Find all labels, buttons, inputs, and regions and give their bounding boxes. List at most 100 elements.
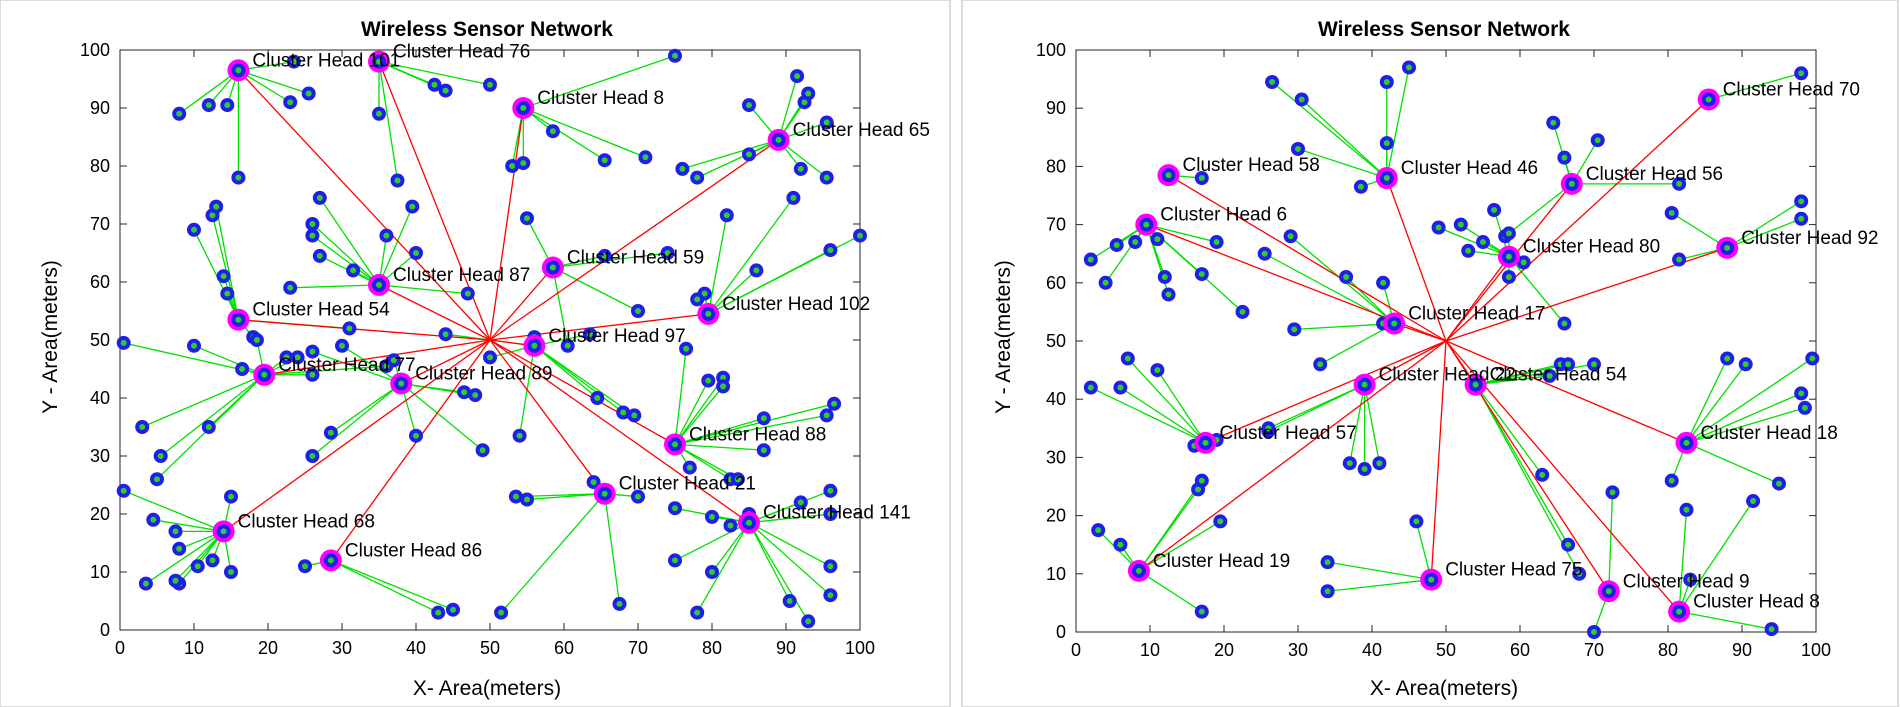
sensor-node-center <box>479 447 486 454</box>
sensor-node-center <box>1683 506 1690 513</box>
sensor-node-center <box>224 290 231 297</box>
sensor-node-center <box>734 476 741 483</box>
x-tick-label: 80 <box>702 638 722 658</box>
sensor-node-center <box>694 609 701 616</box>
sensor-node-center <box>509 163 516 169</box>
member-link <box>674 443 764 451</box>
head-sink-link <box>1168 174 1447 342</box>
sensor-node-center <box>309 348 316 355</box>
head-sink-link <box>1445 340 1687 444</box>
y-axis-label-right: Y - Area(meters) <box>992 260 1015 414</box>
head-sink-link <box>1430 340 1447 580</box>
member-link <box>1686 357 1813 444</box>
head-sink-link <box>489 139 779 341</box>
sensor-node-center <box>1565 361 1572 368</box>
member-link <box>1475 363 1569 386</box>
cluster-head-center <box>601 490 608 497</box>
sensor-node-center <box>1117 384 1124 391</box>
sensor-node-center <box>1491 207 1498 214</box>
y-tick-label: 30 <box>90 446 110 466</box>
sensor-node-center <box>191 342 197 349</box>
cluster-head-label: Cluster Head 70 <box>1723 79 1860 100</box>
member-link <box>330 559 454 611</box>
sensor-node-center <box>150 516 157 523</box>
member-link <box>552 267 569 346</box>
member-link <box>1678 509 1688 612</box>
member-link <box>518 345 536 436</box>
member-link <box>1708 72 1802 101</box>
sensor-node-center <box>1668 209 1675 216</box>
y-tick-label: 40 <box>90 388 110 408</box>
member-link <box>500 493 606 614</box>
member-link <box>1127 358 1206 444</box>
cluster-head-label: Cluster Head 18 <box>1701 423 1838 444</box>
cluster-head-label: Cluster Head 86 <box>345 540 482 561</box>
sensor-node-center <box>287 99 294 106</box>
member-link <box>1475 375 1550 386</box>
cluster-head-center <box>376 281 382 288</box>
sensor-node-center <box>1113 241 1120 248</box>
sensor-node-center <box>383 232 390 239</box>
sensor-node-center <box>287 284 294 291</box>
cluster-head-center <box>1683 439 1690 446</box>
sensor-node-center <box>213 203 220 210</box>
cluster-head-label: Cluster Head 57 <box>1220 423 1357 444</box>
member-link <box>523 55 676 109</box>
y-tick-label: 50 <box>1046 331 1066 351</box>
y-axis-label-left: Y - Area(meters) <box>39 260 62 414</box>
sensor-node-center <box>120 487 127 494</box>
member-link <box>674 414 827 446</box>
sensor-node-center <box>309 453 316 459</box>
sensor-node-center <box>760 447 767 454</box>
head-sink-link <box>400 339 491 385</box>
member-link <box>748 490 831 524</box>
head-sink-link <box>489 339 606 495</box>
sensor-node-center <box>1591 361 1597 368</box>
sensor-node-center <box>120 339 127 346</box>
head-sink-link <box>489 313 709 341</box>
member-link <box>1686 392 1802 444</box>
cluster-head-center <box>1135 567 1142 574</box>
sensor-node-center <box>394 177 401 184</box>
cluster-head-label: Cluster Head 6 <box>1160 205 1287 226</box>
sensor-node-center <box>631 412 638 419</box>
member-link <box>1146 223 1217 243</box>
member-link <box>1271 81 1388 179</box>
sensor-node-center <box>1198 477 1205 484</box>
sensor-node-center <box>672 505 678 512</box>
sensor-node-center <box>594 395 601 401</box>
member-link <box>777 75 798 141</box>
sensor-node-center <box>827 511 834 517</box>
sensor-node-center <box>1798 390 1805 397</box>
x-tick-label: 40 <box>1362 640 1382 660</box>
sensor-node-center <box>683 345 690 352</box>
y-tick-label: 60 <box>1046 273 1066 293</box>
sensor-node-center <box>142 580 149 587</box>
sensor-node-center <box>1357 183 1364 190</box>
member-link <box>748 513 831 524</box>
member-link <box>707 197 794 315</box>
member-link <box>534 345 635 416</box>
sensor-node-center <box>524 215 530 222</box>
sensor-node-center <box>709 569 715 575</box>
sensor-node-center <box>586 331 593 338</box>
cluster-head-label: Cluster Head 80 <box>1523 237 1660 258</box>
sensor-node-center <box>228 493 234 500</box>
cluster-head-label: Cluster Head 65 <box>793 120 930 141</box>
sensor-node-center <box>1594 137 1601 144</box>
sensor-node-center <box>694 174 701 181</box>
member-link <box>311 382 402 457</box>
sensor-node-center <box>1550 119 1557 126</box>
cluster-head-center <box>235 67 242 74</box>
sensor-node-center <box>790 194 797 201</box>
sensor-node-center <box>723 212 730 219</box>
member-link <box>160 374 265 457</box>
member-link <box>1685 363 1747 444</box>
sensor-node-center <box>1376 460 1383 467</box>
member-link <box>341 345 402 385</box>
member-link <box>748 522 831 567</box>
sensor-node-center <box>1413 518 1420 525</box>
member-link <box>330 382 402 434</box>
cluster-head-center <box>1391 320 1398 327</box>
